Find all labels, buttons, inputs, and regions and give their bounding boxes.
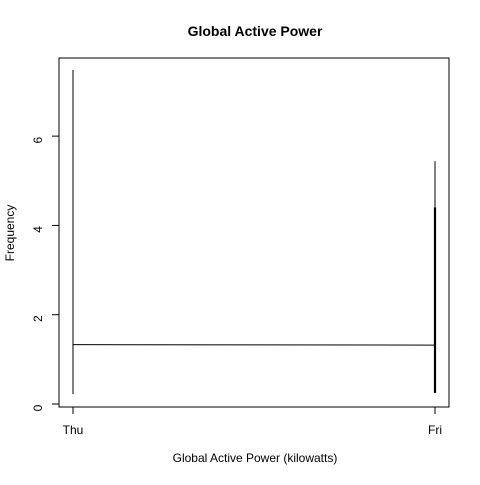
chart-title: Global Active Power: [188, 23, 323, 39]
y-tick-label-2: 2: [31, 315, 45, 322]
y-tick-label-4: 4: [31, 226, 45, 233]
x-tick-label-thu: Thu: [63, 423, 84, 437]
x-axis-label: Global Active Power (kilowatts): [173, 451, 338, 465]
y-tick-label-0: 0: [31, 404, 45, 411]
x-tick-label-fri: Fri: [428, 423, 442, 437]
y-axis-label: Frequency: [3, 205, 17, 262]
y-tick-label-6: 6: [31, 136, 45, 143]
